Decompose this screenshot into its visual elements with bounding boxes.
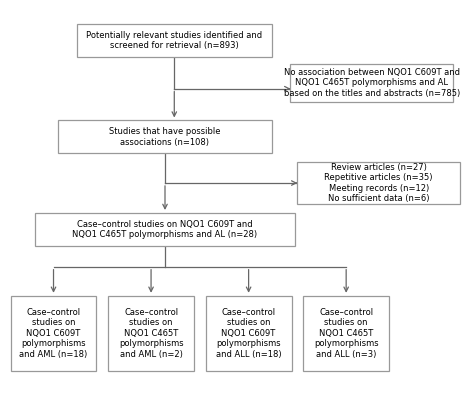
FancyBboxPatch shape — [108, 296, 194, 371]
Text: Potentially relevant studies identified and
screened for retrieval (n=893): Potentially relevant studies identified … — [86, 31, 262, 50]
Text: No association between NQO1 C609T and
NQO1 C465T polymorphisms and AL
based on t: No association between NQO1 C609T and NQ… — [283, 68, 460, 98]
FancyBboxPatch shape — [206, 296, 292, 371]
FancyBboxPatch shape — [35, 213, 295, 246]
FancyBboxPatch shape — [10, 296, 97, 371]
Text: Case–control studies on NQO1 C609T and
NQO1 C465T polymorphisms and AL (n=28): Case–control studies on NQO1 C609T and N… — [73, 220, 257, 239]
Text: Case–control
studies on
NQO1 C609T
polymorphisms
and AML (n=18): Case–control studies on NQO1 C609T polym… — [19, 308, 88, 358]
Text: Review articles (n=27)
Repetitive articles (n=35)
Meeting records (n=12)
No suff: Review articles (n=27) Repetitive articl… — [324, 163, 433, 203]
FancyBboxPatch shape — [77, 24, 272, 57]
FancyBboxPatch shape — [303, 296, 389, 371]
Text: Studies that have possible
associations (n=108): Studies that have possible associations … — [109, 127, 221, 147]
FancyBboxPatch shape — [58, 120, 272, 153]
Text: Case–control
studies on
NQO1 C465T
polymorphisms
and ALL (n=3): Case–control studies on NQO1 C465T polym… — [314, 308, 378, 358]
FancyBboxPatch shape — [291, 64, 453, 102]
Text: Case–control
studies on
NQO1 C609T
polymorphisms
and ALL (n=18): Case–control studies on NQO1 C609T polym… — [216, 308, 282, 358]
Text: Case–control
studies on
NQO1 C465T
polymorphisms
and AML (n=2): Case–control studies on NQO1 C465T polym… — [119, 308, 183, 358]
FancyBboxPatch shape — [297, 162, 460, 204]
